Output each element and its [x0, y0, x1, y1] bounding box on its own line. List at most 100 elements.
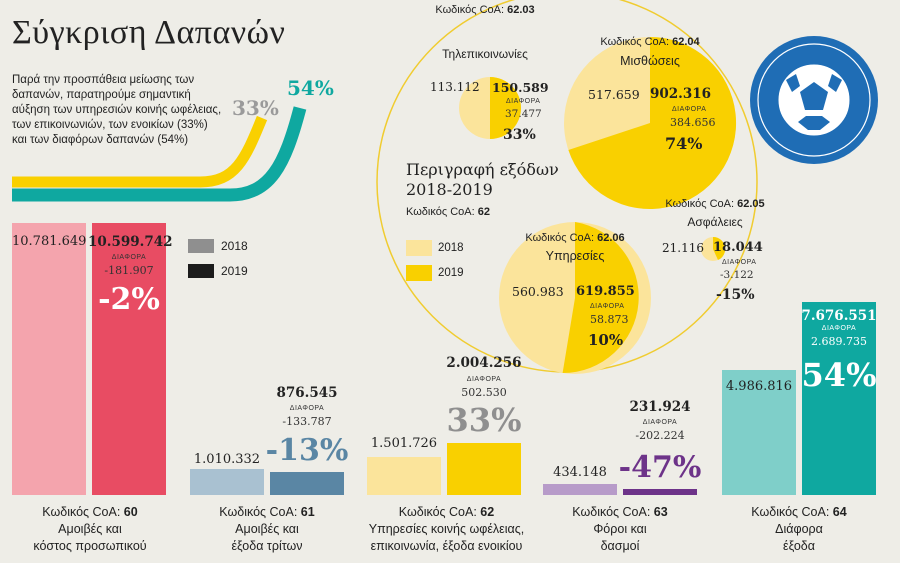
bar-62-2019	[447, 443, 521, 495]
pie-6203-2019	[490, 77, 521, 139]
bar-61-2018	[190, 469, 264, 495]
category-61-line1: Αμοιβές και	[235, 522, 299, 536]
category-64-line1: Διάφορα	[775, 522, 823, 536]
legend-swatch-2019	[188, 264, 214, 278]
category-62-line2: επικοινωνία, έξοδα ενοικίου	[370, 539, 523, 553]
pie-6205-diff: -3.122	[720, 269, 754, 281]
bar-62-diff-caption: ΔΙΑΦΟΡΑ	[466, 376, 502, 383]
bar-64-pct: 54%	[801, 356, 877, 394]
pie-6206-pct: 10%	[588, 331, 624, 349]
pie-6206-2019	[562, 222, 639, 374]
bar-64-2019-label: 7.676.551	[801, 308, 877, 324]
category-62-code-value: 62	[480, 505, 495, 519]
pie-6206-name: Υπηρεσίες	[545, 249, 605, 263]
legend-label-2018: 2018	[221, 239, 248, 253]
bubble-code: Κωδικός CoA: 62	[406, 206, 490, 218]
pie-6203-pct: 33%	[503, 127, 536, 143]
pie-6205-code: Κωδικός CoA: 62.05	[640, 198, 790, 210]
pie-6203-code-value: 62.03	[507, 4, 535, 16]
bar-62-2019-label: 2.004.256	[446, 355, 522, 371]
bubble-legend-swatch-2018	[406, 240, 432, 256]
bar-61-2019	[270, 472, 344, 495]
bar-60-2018	[12, 223, 86, 495]
growth-curve-teal	[12, 106, 307, 202]
bubble-legend-swatch-2019	[406, 265, 432, 281]
category-60: Κωδικός CoA: 60 Αμοιβές και κόστος προσω…	[5, 504, 175, 555]
pie-6204-2018-label: 517.659	[588, 87, 640, 102]
pie-6204-code-label: Κωδικός CoA:	[600, 36, 670, 48]
category-63-line1: Φόροι και	[593, 522, 647, 536]
category-62-code-label: Κωδικός CoA:	[398, 505, 477, 519]
bar-64-2018	[722, 370, 796, 495]
legend-swatch-2018	[188, 239, 214, 253]
bar-61-diff: -133.787	[282, 415, 332, 428]
pie-6204-code: Κωδικός CoA: 62.04	[575, 36, 725, 48]
bar-64-diff-caption: ΔΙΑΦΟΡΑ	[821, 325, 857, 332]
pie-6204-diff-caption: ΔΙΑΦΟΡΑ	[672, 106, 707, 113]
category-64-code-label: Κωδικός CoA:	[751, 505, 830, 519]
bubble-legend-label-2018: 2018	[438, 242, 464, 254]
bar-60-2019-label: 10.599.742	[88, 234, 173, 250]
category-63: Κωδικός CoA: 63 Φόροι και δασμοί	[535, 504, 705, 555]
pie-6205-2018-label: 21.116	[662, 241, 704, 255]
bar-60-pct: -2%	[98, 282, 160, 317]
bubble-code-label: Κωδικός CoA:	[406, 206, 475, 218]
pie-6203	[459, 77, 521, 139]
pie-6204-code-value: 62.04	[672, 36, 700, 48]
bar-63-diff-caption: ΔΙΑΦΟΡΑ	[642, 419, 678, 426]
bar-62-pct: 33%	[446, 401, 522, 439]
intro-text: Παρά την προσπάθεια μείωσης των δαπανών,…	[12, 74, 222, 146]
category-64: Κωδικός CoA: 64 Διάφορα έξοδα	[714, 504, 884, 555]
bar-62-2018-label: 1.501.726	[370, 436, 438, 451]
bubble-heading: Περιγραφή εξόδων 2018-2019	[406, 160, 559, 200]
bubble-heading-line2: 2018-2019	[406, 180, 493, 199]
pie-6204-2019-label: 902.316	[650, 86, 712, 102]
pie-6205-2019-label: 18.044	[713, 240, 763, 255]
pie-6206-diff-caption: ΔΙΑΦΟΡΑ	[590, 303, 625, 310]
category-61-code-value: 61	[300, 505, 315, 519]
bar-64-2019	[802, 302, 876, 495]
intro-pct-54: 54%	[287, 76, 334, 100]
pie-6203-2018-label: 113.112	[430, 80, 480, 94]
pie-6206-2019-label: 619.855	[576, 284, 635, 299]
bar-62-2018	[367, 457, 441, 495]
bar-61-2018-label: 1.010.332	[193, 452, 261, 467]
pie-6203-code: Κωδικός CoA: 62.03	[410, 4, 560, 16]
pie-6204	[564, 36, 737, 209]
bar-64-diff: 2.689.735	[811, 335, 867, 348]
category-60-line1: Αμοιβές και	[58, 522, 122, 536]
pie-6206-2018-label: 560.983	[512, 284, 564, 299]
pie-6203-2019-label: 150.589	[492, 80, 549, 95]
pie-6205	[701, 236, 726, 261]
category-64-code: Κωδικός CoA: 64	[714, 504, 884, 521]
pie-6206-code: Κωδικός CoA: 62.06	[500, 232, 650, 244]
bar-63-diff: -202.224	[635, 429, 685, 442]
logo	[750, 36, 878, 164]
pie-6204-pct: 74%	[665, 134, 703, 153]
category-61-line2: έξοδα τρίτων	[231, 539, 303, 553]
pie-6205-code-value: 62.05	[737, 198, 765, 210]
page-title: Σύγκριση Δαπανών	[12, 14, 286, 51]
bar-60-diff-caption: ΔΙΑΦΟΡΑ	[111, 254, 147, 261]
category-62-line1: Υπηρεσίες κοινής ωφέλειας,	[368, 522, 525, 536]
pie-6203-diff-caption: ΔΙΑΦΟΡΑ	[506, 98, 541, 105]
category-63-code-label: Κωδικός CoA:	[572, 505, 651, 519]
bar-63-pct: -47%	[618, 450, 702, 485]
bar-60-2018-label: 10.781.649	[12, 234, 87, 249]
bar-63-2019-label: 231.924	[629, 399, 691, 415]
pie-6204-diff: 384.656	[670, 116, 716, 129]
bar-64-2018-label: 4.986.816	[725, 379, 793, 394]
pie-6206-diff: 58.873	[590, 313, 629, 326]
category-61-code-label: Κωδικός CoA:	[219, 505, 298, 519]
pie-6205-name: Ασφάλειες	[687, 215, 743, 229]
pie-6204-2019	[568, 36, 737, 209]
pie-6204-name: Μισθώσεις	[620, 54, 680, 68]
growth-curve-yellow	[12, 115, 268, 188]
category-63-code: Κωδικός CoA: 63	[535, 504, 705, 521]
bar-61-diff-caption: ΔΙΑΦΟΡΑ	[289, 405, 325, 412]
bar-61-pct: -13%	[265, 433, 349, 468]
category-64-code-value: 64	[832, 505, 847, 519]
category-63-code-value: 63	[653, 505, 668, 519]
pie-6206	[499, 222, 651, 374]
category-60-line2: κόστος προσωπικού	[33, 539, 147, 553]
